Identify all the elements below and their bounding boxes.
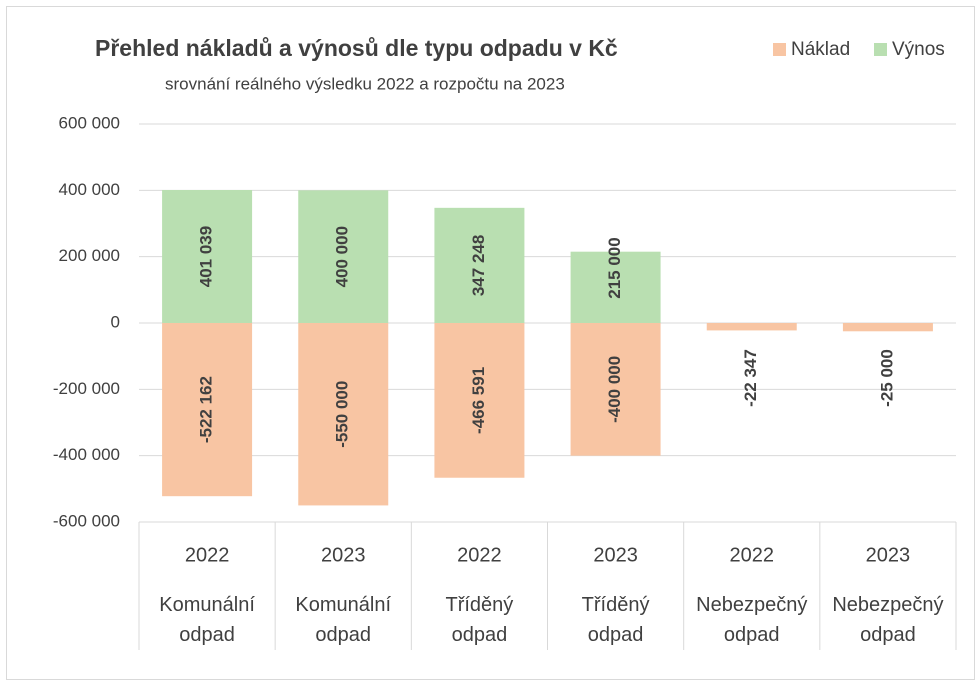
value-label: -22 347 (741, 349, 760, 407)
y-tick-label: 0 (111, 312, 120, 331)
x-tick-label: 2023 (593, 544, 638, 566)
legend-label: Náklad (791, 39, 850, 60)
bar (570, 251, 661, 323)
chart-subtitle: srovnání reálného výsledku 2022 a rozpoč… (165, 74, 565, 93)
bar (434, 207, 525, 323)
bar (298, 323, 389, 506)
category-group-label: Komunální odpad (159, 594, 255, 646)
bar (298, 190, 389, 323)
category-group-label: Tříděný odpad (445, 594, 514, 646)
bar (162, 323, 253, 497)
value-label: 347 248 (469, 235, 488, 296)
y-tick-label: -600 000 (53, 511, 120, 530)
value-label: -400 000 (605, 356, 624, 423)
value-label: 215 000 (605, 237, 624, 298)
x-tick-label: 2023 (866, 544, 911, 566)
y-tick-label: 200 000 (59, 246, 120, 265)
y-tick-label: 600 000 (59, 113, 120, 132)
value-label: 400 000 (333, 226, 352, 287)
y-tick-label: -400 000 (53, 445, 120, 464)
bar (842, 323, 933, 332)
bar (434, 323, 525, 478)
chart-title: Přehled nákladů a výnosů dle typu odpadu… (95, 35, 618, 61)
legend-swatch (874, 43, 887, 56)
category-group-label: Tříděný odpad (581, 594, 650, 646)
y-tick-label: 400 000 (59, 180, 120, 199)
value-label: -466 591 (469, 367, 488, 434)
category-group-label: Komunální odpad (295, 594, 392, 646)
category-group-label: Nebezpečný odpad (832, 594, 944, 646)
legend-swatch (773, 43, 786, 56)
legend-label: Výnos (892, 39, 945, 60)
x-tick-label: 2022 (185, 544, 230, 566)
x-tick-label: 2023 (321, 544, 366, 566)
category-group-label: Nebezpečný odpad (696, 594, 808, 646)
bar (570, 323, 661, 456)
value-label: 401 039 (197, 226, 216, 287)
value-label: -550 000 (333, 381, 352, 448)
value-label: -25 000 (877, 349, 896, 407)
y-tick-label: -200 000 (53, 379, 120, 398)
value-label: -522 162 (197, 376, 216, 443)
bar (706, 323, 797, 331)
x-tick-label: 2022 (457, 544, 502, 566)
bar (162, 189, 253, 323)
x-tick-label: 2022 (730, 544, 775, 566)
